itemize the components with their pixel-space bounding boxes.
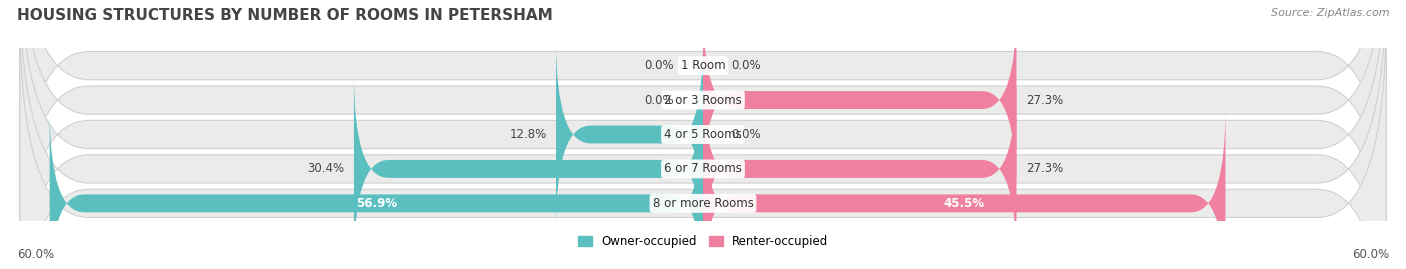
Text: 1 Room: 1 Room [681,59,725,72]
FancyBboxPatch shape [20,0,1386,269]
Text: 0.0%: 0.0% [731,59,761,72]
Text: 0.0%: 0.0% [731,128,761,141]
FancyBboxPatch shape [20,0,1386,258]
Text: Source: ZipAtlas.com: Source: ZipAtlas.com [1271,8,1389,18]
FancyBboxPatch shape [20,0,1386,269]
FancyBboxPatch shape [20,11,1386,269]
Text: 60.0%: 60.0% [1353,248,1389,261]
Text: 4 or 5 Rooms: 4 or 5 Rooms [664,128,742,141]
FancyBboxPatch shape [555,40,703,229]
Text: 56.9%: 56.9% [356,197,396,210]
FancyBboxPatch shape [703,75,1017,263]
FancyBboxPatch shape [354,75,703,263]
FancyBboxPatch shape [20,0,1386,269]
Text: 0.0%: 0.0% [645,59,675,72]
Text: 27.3%: 27.3% [1025,162,1063,175]
Text: 0.0%: 0.0% [645,94,675,107]
FancyBboxPatch shape [703,109,1226,269]
Text: 45.5%: 45.5% [943,197,984,210]
Text: 6 or 7 Rooms: 6 or 7 Rooms [664,162,742,175]
Text: 12.8%: 12.8% [509,128,547,141]
Text: 2 or 3 Rooms: 2 or 3 Rooms [664,94,742,107]
Legend: Owner-occupied, Renter-occupied: Owner-occupied, Renter-occupied [572,230,834,253]
Text: 60.0%: 60.0% [17,248,53,261]
Text: 27.3%: 27.3% [1025,94,1063,107]
FancyBboxPatch shape [703,6,1017,194]
Text: HOUSING STRUCTURES BY NUMBER OF ROOMS IN PETERSHAM: HOUSING STRUCTURES BY NUMBER OF ROOMS IN… [17,8,553,23]
Text: 8 or more Rooms: 8 or more Rooms [652,197,754,210]
Text: 30.4%: 30.4% [308,162,344,175]
FancyBboxPatch shape [49,109,703,269]
